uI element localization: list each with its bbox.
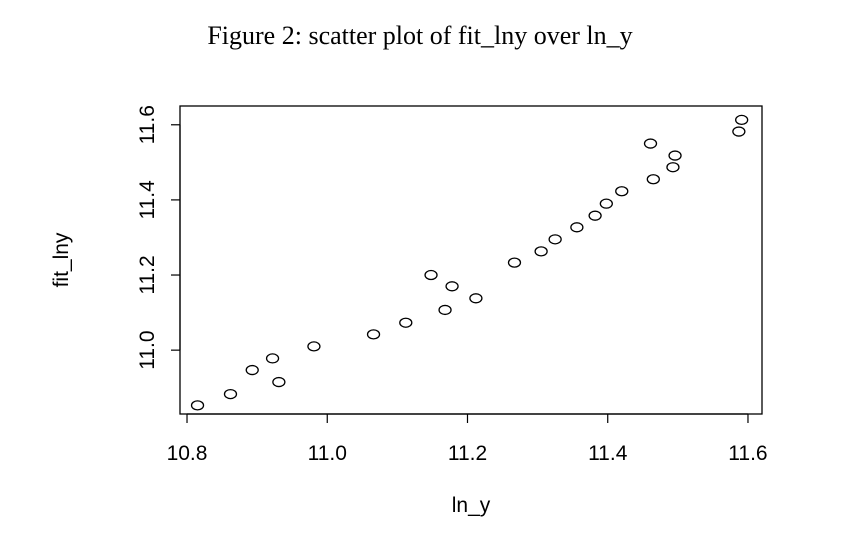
scatter-point (732, 126, 746, 137)
y-tick-label: 11.4 (136, 180, 159, 220)
y-axis-title: fit_lny (50, 232, 73, 287)
x-tick-label: 11.0 (308, 442, 347, 465)
scatter-point (668, 150, 682, 161)
figure-caption: Figure 2: scatter plot of fit_lny over l… (207, 21, 632, 50)
x-axis-title: ln_y (452, 494, 491, 517)
scatter-point (534, 246, 548, 257)
scatter-point (366, 329, 381, 340)
x-axis: 10.8 11.0 11.2 11.4 11.6 (167, 413, 768, 465)
scatter-point (424, 269, 438, 281)
scatter-point (245, 364, 259, 376)
scatter-point (223, 388, 238, 400)
scatter-point (265, 353, 280, 364)
scatter-point (646, 174, 660, 185)
plot-frame (179, 105, 763, 415)
y-tick-label: 11.0 (136, 330, 159, 369)
scatter-point (399, 317, 413, 328)
scatter-point (445, 281, 459, 292)
scatter-point (570, 222, 584, 233)
x-tick-label: 11.6 (728, 442, 767, 465)
scatter-point (588, 210, 602, 221)
scatter-point (307, 341, 321, 352)
x-tick-label: 10.8 (167, 442, 208, 465)
data-points (190, 114, 749, 411)
scatter-point (507, 257, 522, 268)
scatter-point (190, 400, 205, 411)
y-tick-label: 11.2 (136, 255, 159, 294)
scatter-point (469, 293, 483, 304)
scatter-point (548, 234, 562, 245)
scatter-point (735, 114, 749, 126)
scatter-point (438, 304, 452, 316)
x-tick-label: 11.4 (588, 442, 628, 465)
scatter-point (666, 162, 680, 173)
y-tick-label: 11.6 (136, 105, 159, 144)
scatter-point (615, 186, 629, 197)
x-tick-label: 11.2 (448, 442, 487, 465)
scatter-point (272, 376, 286, 388)
y-axis: 11.0 11.2 11.4 11.6 (136, 105, 181, 370)
scatter-point (643, 138, 658, 149)
scatter-point (599, 198, 613, 209)
